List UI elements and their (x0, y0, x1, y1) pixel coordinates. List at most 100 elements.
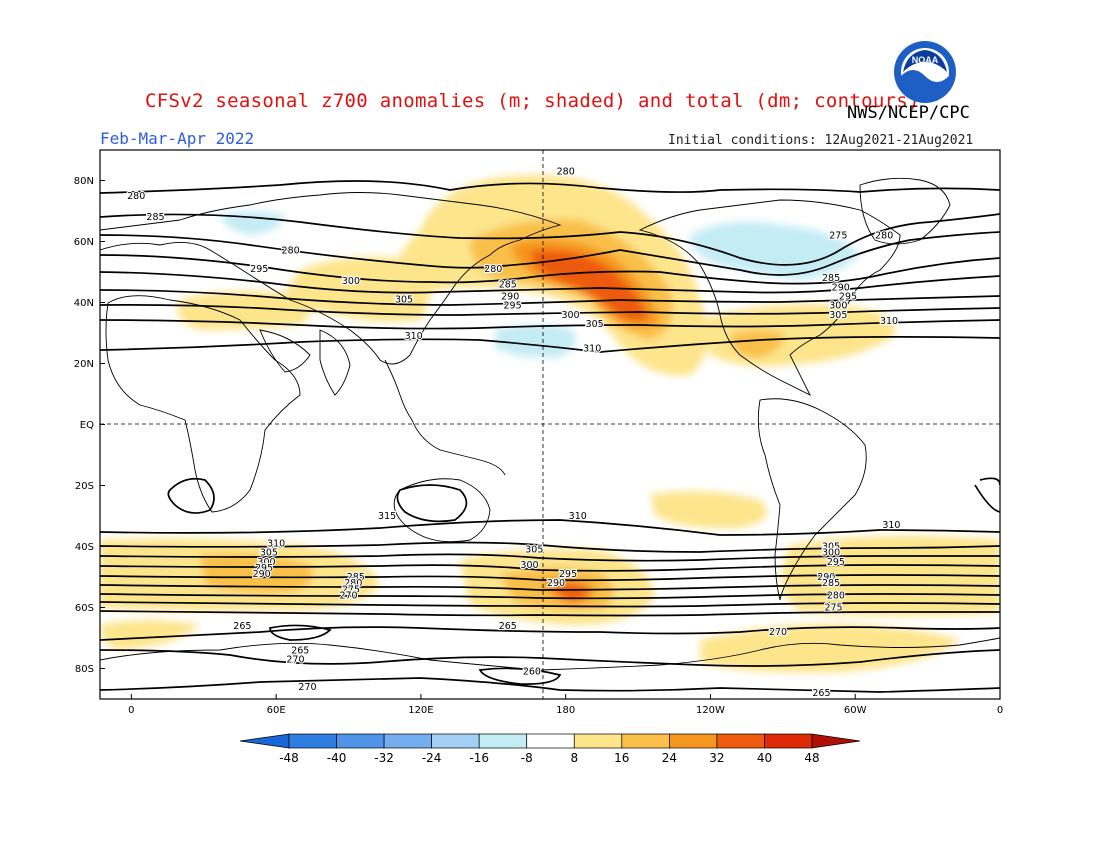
colorbar-tick-label: -24 (422, 751, 442, 765)
colorbar-arrow-low (239, 733, 290, 749)
lat-label: 80S (75, 664, 94, 675)
contour-labels: 2802802852802953003053102802852902953053… (126, 165, 902, 700)
latitude-axis: 80N 60N 40N 20N EQ 20S 40S 60S 80S (74, 176, 105, 675)
contour-label: 310 (569, 511, 587, 522)
contour-label: 285 (822, 578, 840, 589)
contour-label: 290 (817, 572, 835, 583)
contour-label: 270 (339, 590, 357, 601)
lat-label: 40S (75, 542, 94, 553)
contour-label: 310 (882, 520, 900, 531)
contour-label: 270 (286, 654, 304, 665)
lon-label: 120W (696, 705, 725, 716)
contour-label: 310 (583, 343, 601, 354)
colorbar-swatch (716, 733, 765, 749)
colorbar-tick-label: 16 (614, 751, 629, 765)
contour-label: 290 (832, 282, 850, 293)
contour-label: 305 (586, 319, 604, 330)
colorbar-swatch (478, 733, 528, 749)
contour-label: 300 (561, 310, 579, 321)
height-contours (100, 180, 1000, 693)
colorbar-tick-label: 8 (570, 751, 578, 765)
eurasia-coastline (100, 192, 562, 365)
colorbar-tick-label: -48 (279, 751, 299, 765)
colorbar-tick-label: -40 (327, 751, 347, 765)
lat-label: 20S (75, 481, 94, 492)
contour-label: 275 (824, 603, 842, 614)
contour-label: 300 (342, 276, 360, 287)
lat-label: 40N (74, 298, 94, 309)
contour-label: 305 (822, 542, 840, 553)
contour-label: 280 (344, 578, 362, 589)
contour-label: 295 (250, 264, 268, 275)
colorbar-tick-label: 40 (757, 751, 772, 765)
colorbar-tick-label: 32 (709, 751, 724, 765)
forecast-period: Feb-Mar-Apr 2022 (100, 129, 255, 148)
longitude-axis: 0 60E 120E 180 120W 60W 0 (128, 694, 1003, 716)
colorbar-swatch (288, 733, 337, 749)
contour-label: 290 (547, 578, 565, 589)
lon-label: 0 (128, 705, 134, 716)
colorbar-swatch (621, 733, 670, 749)
contour-label: 295 (559, 569, 577, 580)
contour-label: 265 (233, 621, 251, 632)
contour-label: 270 (769, 627, 787, 638)
lat-label: EQ (80, 420, 94, 431)
contour-label: 295 (839, 291, 857, 302)
lon-label: 60E (267, 705, 286, 716)
greenland-coastline (859, 177, 951, 245)
contour-label: 280 (827, 590, 845, 601)
colorbar-swatch (383, 733, 432, 749)
contour-label: 280 (127, 191, 145, 202)
contour-label: 285 (822, 273, 840, 284)
noaa-logo: NOAA (894, 41, 956, 103)
contour-label: 300 (822, 548, 840, 559)
map-title: CFSv2 seasonal z700 anomalies (m; shaded… (145, 90, 920, 112)
lon-label: 120E (408, 705, 433, 716)
contour-label: 280 (282, 246, 300, 257)
contour-label: 285 (499, 279, 517, 290)
arabia-coastline (259, 329, 311, 373)
contour-label: 270 (298, 682, 316, 693)
colorbar-swatch (431, 733, 480, 749)
africa-coastline (105, 295, 301, 513)
contour-label: 310 (405, 331, 423, 342)
contour-label: 290 (501, 291, 519, 302)
se-asia-coastline (384, 359, 506, 476)
lat-label: 80N (74, 176, 94, 187)
contour-label: 285 (146, 212, 164, 223)
colorbar-tick-label: -16 (469, 751, 489, 765)
australia-coastline (393, 478, 491, 543)
contour-label: 305 (829, 310, 847, 321)
contour-label: 260 (523, 667, 541, 678)
lon-label: 180 (556, 705, 575, 716)
lat-label: 20N (74, 359, 94, 370)
contour-label: 265 (812, 688, 830, 699)
lat-label: 60N (74, 237, 94, 248)
contour-label: 280 (557, 166, 575, 177)
colorbar-swatch (764, 733, 813, 749)
contour-label: 305 (260, 548, 278, 559)
contour-label: 290 (253, 569, 271, 580)
initial-conditions: Initial conditions: 12Aug2021-21Aug2021 (668, 133, 974, 148)
agency-label: NWS/NCEP/CPC (847, 103, 970, 123)
contour-label: 275 (342, 584, 360, 595)
svg-text:NOAA: NOAA (912, 55, 939, 65)
contour-label: 305 (525, 545, 543, 556)
contour-label: 265 (499, 621, 517, 632)
antarctica-coastline (100, 637, 1000, 671)
reference-lines (100, 150, 1000, 699)
contour-label: 305 (395, 295, 413, 306)
contour-label: 310 (267, 539, 285, 550)
contour-label: 300 (257, 557, 275, 568)
contour-label: 300 (520, 560, 538, 571)
colorbar: -48 -40 -32 -24 -16 -8 8 16 24 32 40 48 (239, 733, 861, 765)
colorbar-swatch (573, 733, 623, 749)
colorbar-tick-label: 24 (662, 751, 677, 765)
colorbar-swatch (336, 733, 385, 749)
contour-label: 280 (484, 264, 502, 275)
contour-label: 285 (347, 572, 365, 583)
contour-label: 300 (829, 301, 847, 312)
lon-label: 60W (844, 705, 867, 716)
contour-label: 295 (504, 301, 522, 312)
